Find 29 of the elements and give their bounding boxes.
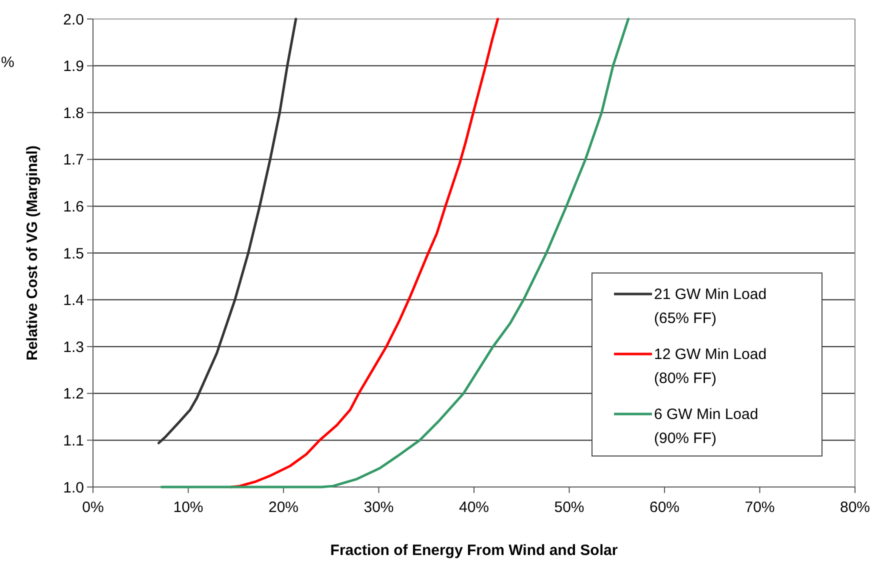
y-tick-label: 1.8 (63, 104, 84, 122)
x-tick-label: 20% (268, 499, 299, 516)
legend-label: 21 GW Min Load (65% FF) (654, 286, 767, 327)
x-tick-label: 0% (82, 499, 104, 516)
y-tick-label: 1.1 (63, 432, 84, 450)
y-tick-label: 1.9 (63, 58, 84, 76)
legend-label: 12 GW Min Load (80% FF) (654, 346, 767, 387)
y-tick-label: 1.6 (63, 198, 84, 216)
legend-label: 6 GW Min Load (90% FF) (654, 406, 758, 447)
x-tick-label: 50% (554, 499, 584, 516)
text: % (1, 54, 14, 71)
y-tick-label: 1.3 (63, 338, 84, 356)
x-tick-label: 10% (173, 499, 204, 516)
y-axis-title: Relative Cost of VG (Marginal) (24, 145, 41, 361)
line-series (230, 18, 500, 488)
x-tick-label: 60% (649, 499, 680, 516)
y-tick-label: 1.4 (63, 292, 84, 310)
y-tick-label: 1.5 (63, 245, 84, 262)
y-tick-label: 1.0 (63, 479, 84, 496)
y-tick-label: 2.0 (63, 11, 84, 28)
x-tick-label: 30% (364, 499, 394, 516)
line-series (160, 18, 630, 488)
x-tick-label: 80% (840, 499, 870, 516)
x-axis-title: Fraction of Energy From Wind and Solar (330, 542, 618, 559)
line-series (157, 18, 298, 444)
y-tick-label: 1.7 (63, 152, 84, 169)
y-tick-label: 1.2 (63, 386, 84, 403)
x-tick-label: 40% (458, 499, 490, 516)
x-tick-label: 70% (744, 499, 775, 516)
